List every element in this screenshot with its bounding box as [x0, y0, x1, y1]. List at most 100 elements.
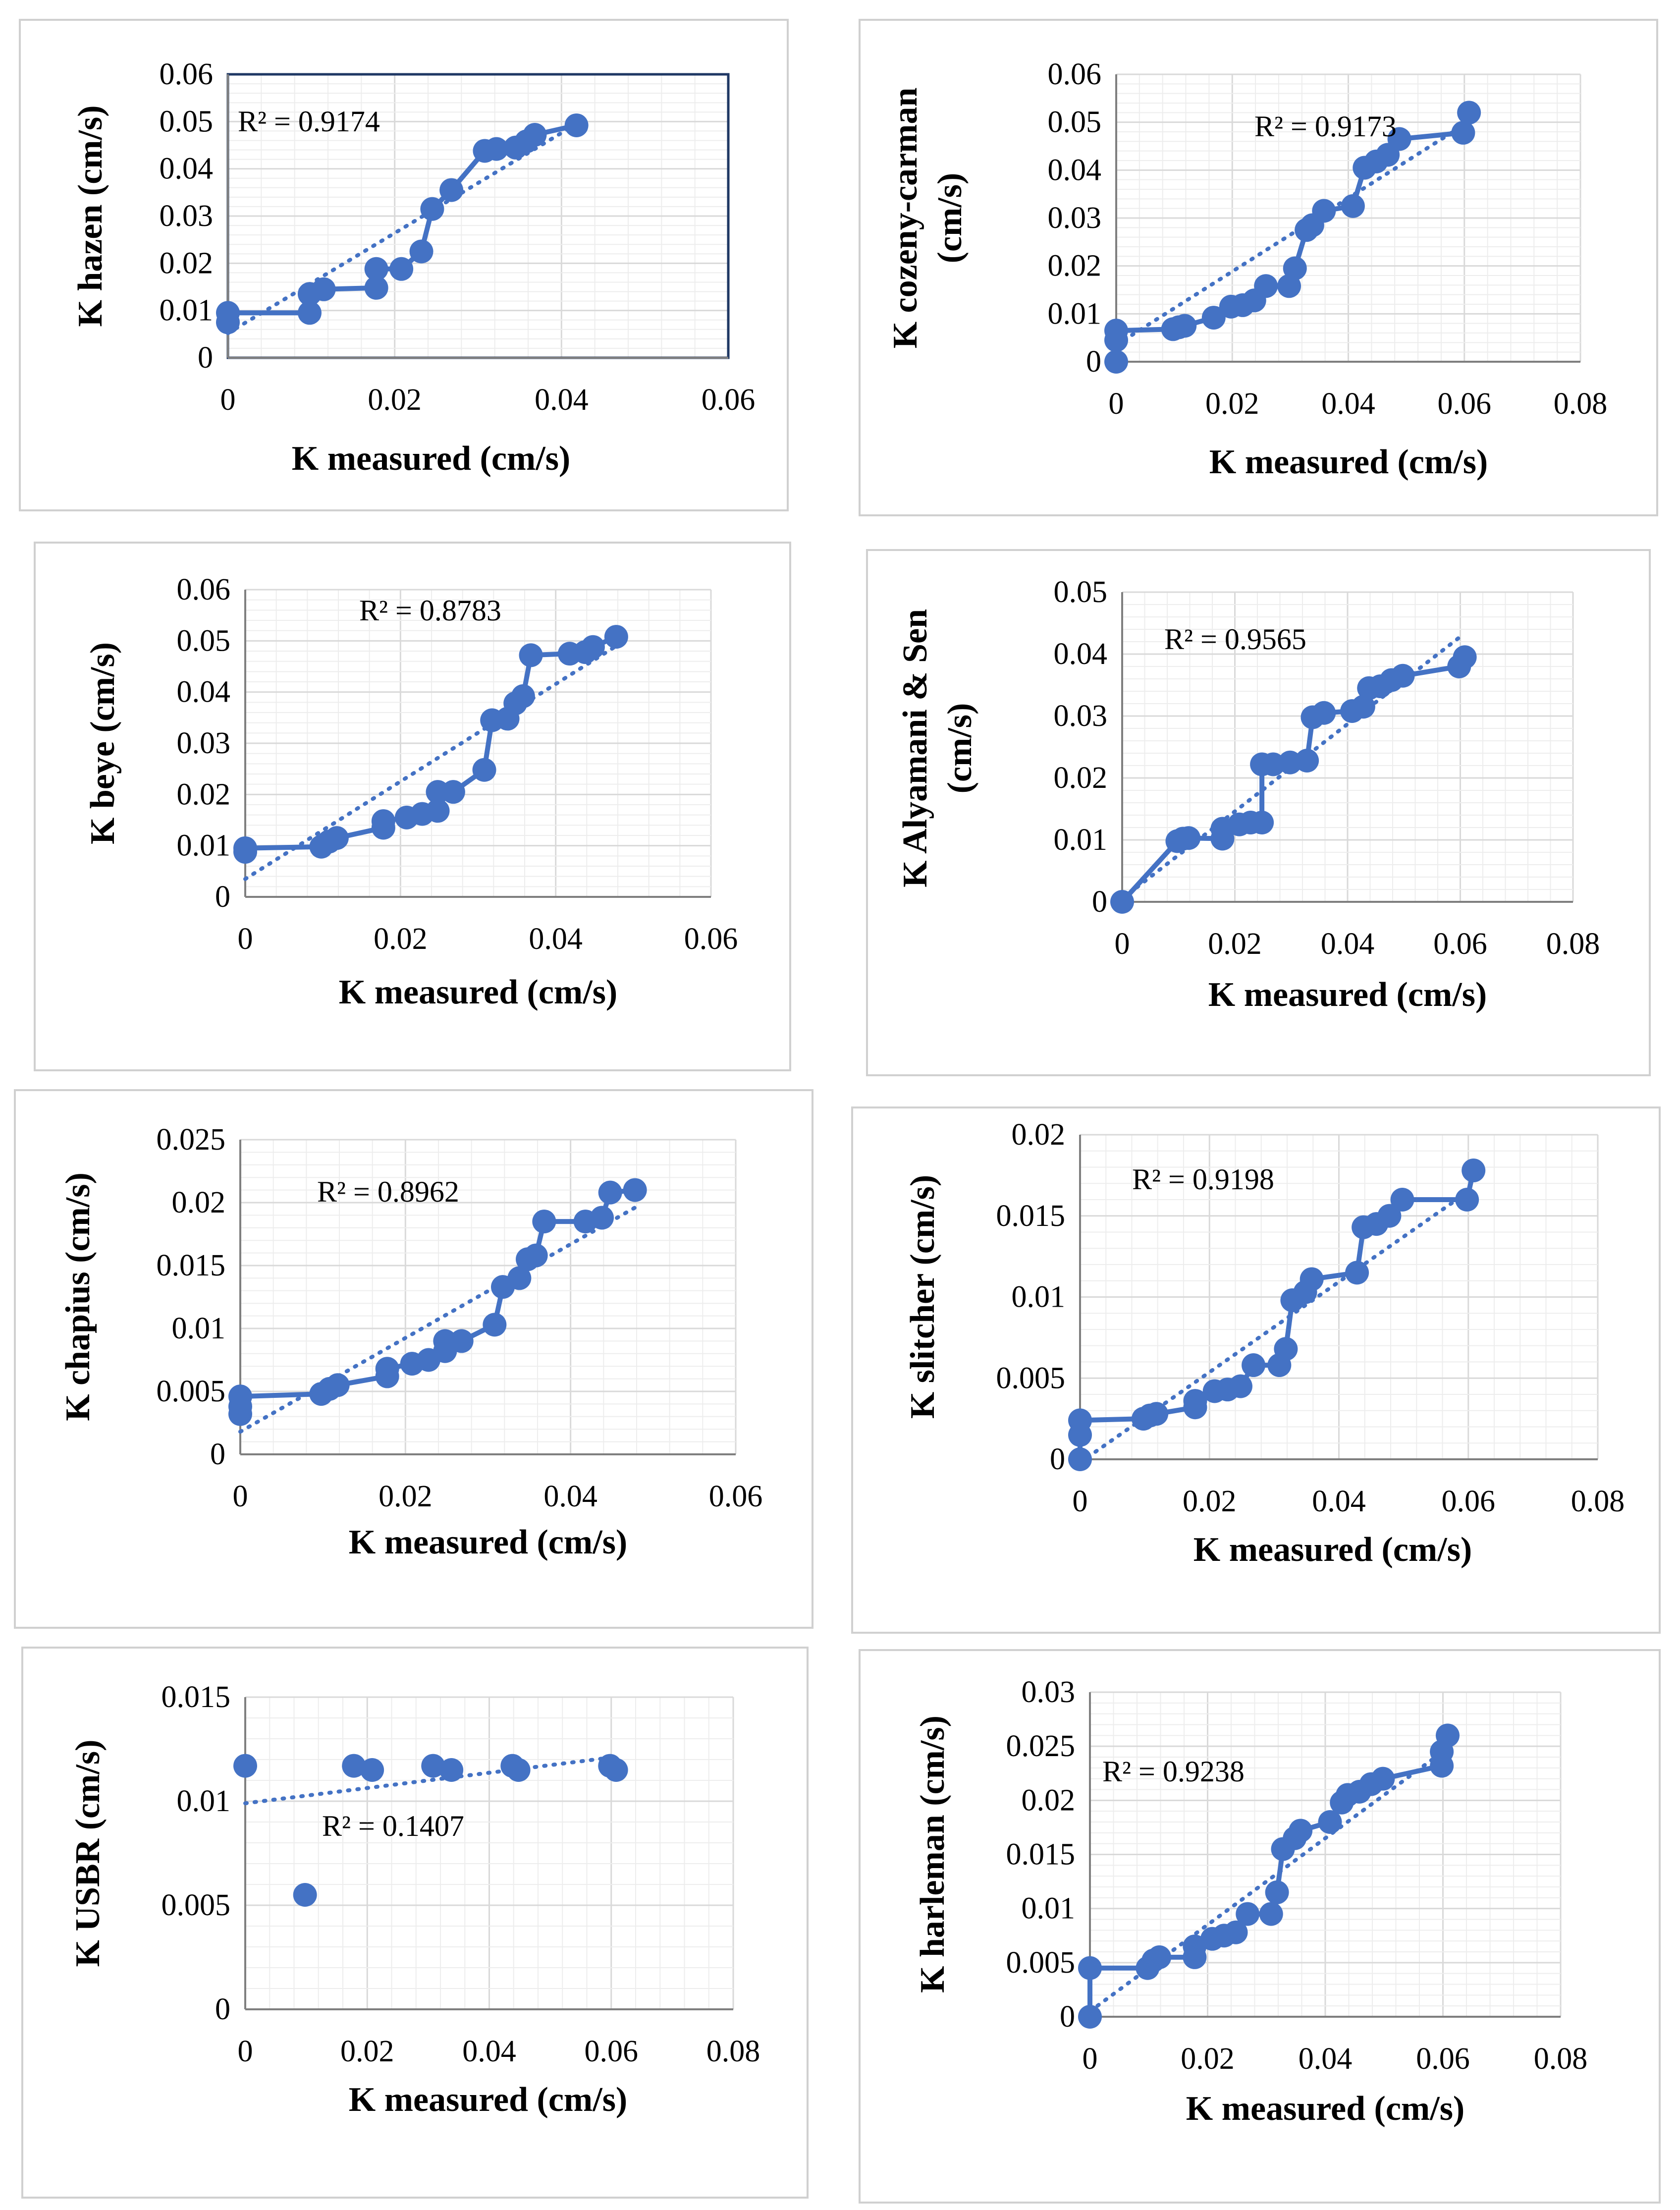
y-tick-label: 0.01	[1048, 297, 1102, 331]
y-tick-label: 0	[215, 880, 230, 914]
data-point	[375, 1357, 399, 1381]
data-point	[1259, 1902, 1283, 1926]
data-point	[1250, 811, 1274, 834]
data-point	[1300, 1267, 1324, 1291]
y-tick-label: 0.015	[162, 1680, 231, 1714]
x-tick-label: 0	[238, 2035, 253, 2068]
x-tick-label: 0.06	[1438, 387, 1492, 421]
x-axis-title: K measured (cm/s)	[1186, 2090, 1465, 2128]
y-tick-label: 0.06	[1048, 57, 1102, 91]
y-axis-title: K chapius (cm/s)	[59, 1172, 97, 1421]
gridlines	[1121, 591, 1574, 903]
x-tick-label: 0.06	[1442, 1485, 1496, 1518]
data-point	[360, 1758, 384, 1782]
data-point	[449, 1329, 474, 1353]
data-point	[1455, 1188, 1479, 1212]
y-tick-label: 0.01	[177, 829, 231, 863]
x-tick-label: 0	[238, 922, 253, 956]
data-point	[1289, 1819, 1313, 1843]
data-point	[1228, 1374, 1252, 1398]
data-point	[293, 1883, 317, 1907]
x-axis-title: K measured (cm/s)	[292, 440, 571, 478]
chart-panel-5: 0 0.02 0.04 0.06 0 0.005 0.01 0.015 0.02 0.025 R² …	[14, 1089, 813, 1629]
x-tick-label: 0.04	[529, 922, 583, 956]
chart-panel-2: 0 0.02 0.04 0.06 0.08 0 0.01 0.02 0.03 0.04 0.05 0.…	[859, 19, 1658, 516]
data-point	[441, 780, 465, 804]
x-tick-label: 0	[1115, 927, 1130, 961]
y-axis-title: K Alyamani & Sen (cm/s)	[896, 609, 979, 887]
y-tick-label: 0.02	[1054, 761, 1108, 795]
data-point	[1457, 101, 1481, 125]
trendline	[243, 644, 618, 881]
data-point	[524, 1243, 548, 1268]
data-point	[1436, 1723, 1460, 1748]
data-point	[590, 1206, 614, 1230]
data-point	[233, 1754, 257, 1778]
data-point	[325, 826, 349, 850]
x-tick-label: 0.06	[702, 383, 756, 417]
data-point	[1177, 826, 1201, 850]
x-tick-label: 0.04	[535, 383, 589, 417]
chart-panel-3: 0 0.02 0.04 0.06 0 0.01 0.02 0.03 0.04 0.05 0.06 R²…	[34, 542, 791, 1071]
trendline	[1088, 1750, 1445, 2014]
y-tick-label: 0.025	[1006, 1729, 1076, 1763]
data-point	[1351, 695, 1375, 719]
data-point	[1345, 1261, 1369, 1285]
y-axis-title: K harleman (cm/s)	[914, 1715, 952, 1993]
data-point	[409, 239, 434, 264]
y-tick-label: 0	[215, 1992, 230, 2026]
data-point	[1110, 890, 1134, 914]
data-point	[472, 758, 496, 782]
data-point	[1451, 120, 1475, 145]
x-tick-label: 0	[1073, 1485, 1088, 1518]
data-point	[371, 809, 395, 833]
data-point	[389, 257, 414, 281]
chart-panel-4: 0 0.02 0.04 0.06 0.08 0 0.01 0.02 0.03 0.04 0.05 R²…	[866, 549, 1651, 1076]
y-tick-label: 0.005	[162, 1888, 231, 1922]
y-tick-label: 0.06	[177, 573, 231, 607]
x-tick-label: 0.04	[462, 2035, 516, 2068]
data-point	[216, 301, 240, 325]
x-tick-label: 0.08	[1571, 1485, 1625, 1518]
data-point	[1173, 314, 1197, 338]
r-squared-label: R² = 0.9565	[1164, 623, 1306, 656]
x-axis-title: K measured (cm/s)	[339, 973, 618, 1011]
data-point	[426, 799, 450, 823]
x-tick-label: 0.02	[1183, 1485, 1237, 1518]
data-point	[439, 1758, 464, 1782]
x-tick-label: 0.06	[1433, 927, 1487, 961]
r-squared-label: R² = 0.9173	[1254, 110, 1397, 143]
x-tick-label: 0.06	[585, 2035, 639, 2068]
y-tick-label: 0.02	[160, 246, 214, 280]
x-axis-title: K measured (cm/s)	[349, 1523, 628, 1561]
y-tick-label: 0.005	[157, 1375, 226, 1408]
x-tick-label: 0.04	[1321, 387, 1375, 421]
y-tick-label: 0.01	[177, 1784, 231, 1818]
x-tick-label: 0.04	[543, 1480, 597, 1513]
data-point	[1318, 1810, 1342, 1834]
chart-panel-6: 0 0.02 0.04 0.06 0.08 0 0.005 0.01 0.015 0.02 R² =…	[851, 1106, 1661, 1634]
x-tick-label: 0.06	[1416, 2042, 1470, 2076]
y-tick-label: 0.06	[160, 57, 214, 91]
y-tick-label: 0.02	[1022, 1783, 1076, 1817]
y-tick-label: 0	[1060, 2000, 1075, 2034]
x-tick-label: 0.02	[1205, 387, 1259, 421]
y-axis-title: K hazen (cm/s)	[71, 105, 109, 327]
data-point	[342, 1754, 366, 1778]
y-axis-title-line: (cm/s)	[941, 703, 979, 794]
chart-panel-8: 0 0.02 0.04 0.06 0.08 0 0.005 0.01 0.015 0.02 0.02…	[859, 1649, 1661, 2204]
x-tick-label: 0.04	[1321, 927, 1375, 961]
data-point	[1068, 1408, 1092, 1433]
data-point	[1371, 1767, 1395, 1791]
trendline	[1078, 1189, 1470, 1465]
plot-area	[240, 1140, 736, 1454]
data-point	[1295, 749, 1319, 773]
y-axis-title: K USBR (cm/s)	[69, 1740, 107, 1967]
data-point	[312, 277, 336, 301]
x-tick-label: 0	[1109, 387, 1124, 421]
x-axis-title: K measured (cm/s)	[1209, 443, 1488, 481]
chart-panel-7: 0 0.02 0.04 0.06 0.08 0 0.005 0.01 0.015 R² = 0.1…	[21, 1647, 809, 2199]
y-tick-label: 0.03	[177, 726, 231, 760]
data-point	[1224, 1920, 1248, 1944]
